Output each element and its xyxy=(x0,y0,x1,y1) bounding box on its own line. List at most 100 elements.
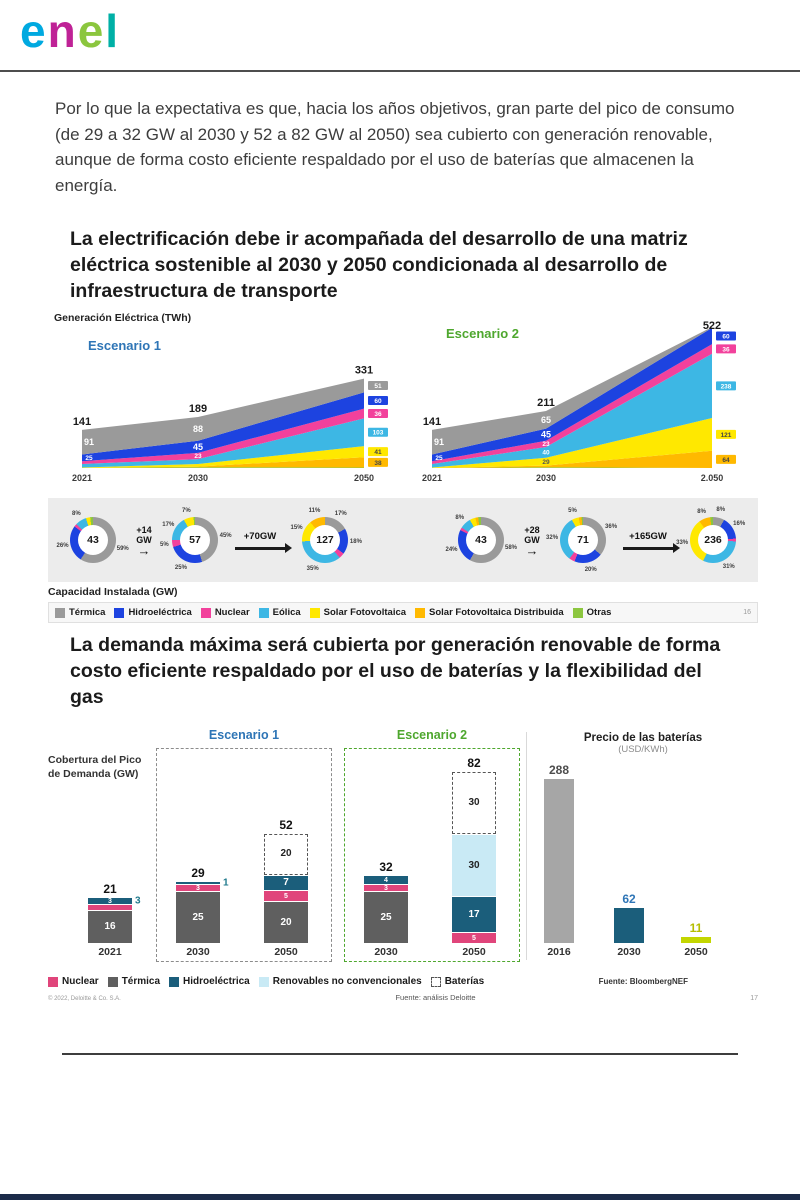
area-series-eolica xyxy=(432,354,712,468)
donut-pct-label: 32% xyxy=(546,535,559,542)
area-series-solar-fotovoltaica-distribuida xyxy=(432,451,712,469)
donut-pct-label: 33% xyxy=(676,540,689,547)
donut-pct-label: 16% xyxy=(733,520,746,527)
bar-segment-value: 25 xyxy=(380,911,392,923)
price-bar-segment xyxy=(544,779,574,944)
donut-pct-label: 45% xyxy=(219,532,232,539)
slide-peak-demand: La demanda máxima será cubierta por gene… xyxy=(48,632,758,1002)
area-series-otras xyxy=(82,467,364,469)
chart-text: 141 xyxy=(423,416,441,428)
bar-side-value: 1 xyxy=(223,877,229,889)
chart-text: 189 xyxy=(189,403,207,415)
legend-item-nuclear: Nuclear xyxy=(200,607,250,618)
legend-label: Térmica xyxy=(69,607,106,619)
capacity-donut-band: 59% 26% 8% 43 +14 GW → 45% 25% 5% 17% 7% 57 +70GW 17%… xyxy=(48,498,758,583)
bar-segment-value: 25 xyxy=(192,911,204,923)
legend-item-baterias: Baterías xyxy=(430,976,485,988)
legend-label: Eólica xyxy=(272,607,301,619)
legend-swatch xyxy=(107,976,118,987)
segment-chip xyxy=(716,381,736,391)
capacity-donuts-escenario2: 58% 24% 8% 43 +28 GW → 36% 20% 32% 5% 71 +165GW 8% 16… xyxy=(446,503,748,577)
bar-segment-value: 30 xyxy=(468,859,480,871)
donut-ring: 57 xyxy=(172,517,218,564)
y-axis-label: Generación Eléctrica (TWh) xyxy=(54,312,192,325)
area-chart-svg-escenario-2: 64 29 121 40 238 23 36 25 45 60 91 65 2021 2030 2.050 1… xyxy=(422,320,736,483)
bar-total-label: 29 xyxy=(191,866,205,881)
bar-stack: 3 3 16 xyxy=(88,896,141,944)
legend-label: Baterías xyxy=(444,976,485,988)
donut-pct-label: 58% xyxy=(505,545,518,552)
donut-pct-label: 24% xyxy=(445,546,458,553)
price-bar-group: 288 2016 xyxy=(543,763,575,958)
source-bloombergnef: Fuente: BloombergNEF xyxy=(598,977,688,987)
generation-legend: Térmica Hidroeléctrica Nuclear Eólica Solar … xyxy=(48,602,758,624)
chart-text: 40 xyxy=(542,450,550,457)
legend-label: Hidroeléctrica xyxy=(128,607,192,619)
segment-chip xyxy=(716,331,736,341)
escenario1-box xyxy=(156,748,332,963)
area-series-solar-fotovoltaica xyxy=(432,418,712,469)
x-axis-label: 2050 xyxy=(684,946,708,959)
chart-text: 36 xyxy=(722,347,730,354)
segment-chip xyxy=(716,430,736,440)
price-bar-segment xyxy=(614,908,644,944)
slide2-title: La demanda máxima será cubierta por gene… xyxy=(70,634,721,709)
capacity-donut: 45% 25% 5% 17% 7% 57 xyxy=(160,503,232,577)
donut-pct-label: 8% xyxy=(455,514,465,521)
donut-total: 43 xyxy=(78,525,108,556)
chart-text: 331 xyxy=(355,365,373,377)
legend-swatch xyxy=(200,607,211,618)
bar-stack: 20 7 5 20 xyxy=(264,833,308,944)
donut-pct-label: 31% xyxy=(722,564,735,571)
legend-label: Renovables no convencionales xyxy=(272,976,422,988)
logo-letter: e xyxy=(77,5,106,57)
bar-segment-value: 5 xyxy=(284,892,288,900)
legend-swatch xyxy=(258,976,269,987)
donut-pct-label: 8% xyxy=(697,508,706,515)
bar-segment-value: 16 xyxy=(104,920,116,932)
x-axis-label: 2050 xyxy=(274,946,298,959)
bar-segment-nuclear: 3 xyxy=(364,885,408,892)
area-series-solar-fotovoltaica xyxy=(82,446,364,469)
growth-label: +28 GW xyxy=(524,524,540,545)
legend-item-renovables-no-convencionales: Renovables no convencionales xyxy=(258,976,422,988)
chart-text: 238 xyxy=(721,384,732,391)
bar-stack: 4 3 25 xyxy=(364,875,408,944)
price-value-label: 11 xyxy=(689,921,703,936)
bar-stack: 30 30 17 5 xyxy=(452,772,496,944)
bar-segment-baterias: 20 xyxy=(264,833,308,875)
legend-label: Térmica xyxy=(121,976,161,988)
battery-price-unit: (USD/KWh) xyxy=(618,744,668,756)
segment-chip xyxy=(368,458,388,468)
area-series-termica xyxy=(82,379,364,455)
peak-bar-group: 52 20 7 5 20 2050 xyxy=(264,818,308,959)
donut-pct-label: 11% xyxy=(308,508,321,515)
bar-segment-value: 4 xyxy=(384,876,388,884)
bar-stack: 1 3 25 xyxy=(176,878,229,944)
legend-item-nuclear: Nuclear xyxy=(48,976,99,987)
price-bar-segment xyxy=(681,937,711,944)
scenario2-label: Escenario 2 xyxy=(396,728,468,743)
donut-pct-label: 36% xyxy=(605,524,618,531)
scenario1-label: Escenario 1 xyxy=(208,728,280,743)
legend-item-hidroelectrica: Hidroeléctrica xyxy=(114,607,192,619)
chart-text: 51 xyxy=(374,383,382,390)
donut-pct-label: 59% xyxy=(116,546,129,553)
area-chart-svg-escenario-1: 38 41 103 23 36 25 45 60 91 88 51 2021 2030 2050 141 18… xyxy=(72,365,388,483)
chart-text: 121 xyxy=(721,432,732,439)
legend-swatch xyxy=(415,607,426,618)
section-divider xyxy=(526,732,527,961)
capacity-donut: 8% 16% 31% 33% 8% 236 xyxy=(676,503,748,577)
legend-swatch xyxy=(258,607,269,618)
copyright-text: © 2022, Deloitte & Co. S.A. xyxy=(48,996,121,1003)
bar-segment-termica: 25 xyxy=(364,892,408,944)
slide1-page-number: 16 xyxy=(743,609,751,617)
area-series-termica xyxy=(432,327,712,455)
bar-total-label: 32 xyxy=(379,859,393,874)
chart-text: 2030 xyxy=(536,473,556,483)
area-chart-escenario2: 64 29 121 40 238 23 36 25 45 60 91 65 2021 2030 2.050 1… xyxy=(404,320,756,497)
legend-label: Solar Fotovoltaica xyxy=(323,607,407,619)
bar-segment-termica: 20 xyxy=(264,902,308,944)
peak-legend-row: Nuclear Térmica Hidroeléctrica Renovables n… xyxy=(48,974,758,987)
